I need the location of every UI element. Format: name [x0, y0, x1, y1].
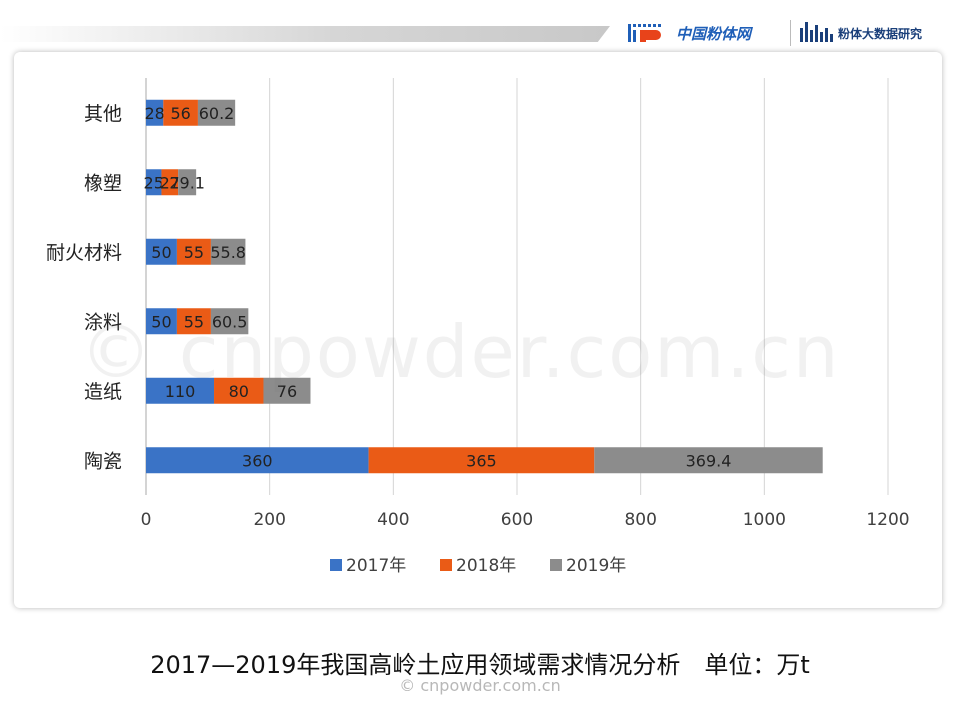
data-label: 50	[151, 312, 171, 331]
watermark-small: © cnpowder.com.cn	[399, 676, 561, 695]
bar-segment	[146, 377, 215, 404]
data-label: 369.4	[686, 451, 732, 470]
data-label: 360	[242, 451, 273, 470]
data-label: 55	[184, 312, 204, 331]
data-label: 60.5	[212, 312, 248, 331]
legend-swatch	[330, 559, 342, 571]
bar-segment	[178, 169, 197, 196]
brand2-label: 粉体大数据研究	[838, 26, 923, 41]
x-tick-label: 600	[501, 510, 533, 530]
category-label: 陶瓷	[84, 450, 122, 472]
bar-segment	[197, 99, 236, 126]
cnpowder-brand[interactable]: 中国粉体网	[628, 18, 751, 48]
cnpowder-logo-icon	[628, 22, 672, 44]
data-label: 50	[151, 243, 171, 262]
bar-segment	[210, 238, 246, 265]
legend-label: 2017年	[346, 556, 406, 576]
bar-segment	[214, 377, 264, 404]
bar-segment	[146, 169, 162, 196]
bar-segment	[210, 308, 249, 335]
data-label: 76	[277, 382, 297, 401]
powder-bigdata-brand[interactable]: 粉体大数据研究	[800, 18, 922, 48]
data-label: 365	[466, 451, 497, 470]
chart-caption: 2017—2019年我国高岭土应用领域需求情况分析 单位：万t	[150, 651, 810, 679]
x-tick-label: 400	[377, 510, 409, 530]
bar-segment	[594, 447, 823, 474]
legend-label: 2018年	[456, 556, 516, 576]
bar-segment	[368, 447, 595, 474]
bar-segment	[176, 238, 211, 265]
legend-swatch	[550, 559, 562, 571]
x-tick-label: 1200	[866, 510, 909, 530]
category-label: 涂料	[84, 311, 122, 333]
brand-divider	[790, 20, 791, 46]
data-label: 55	[184, 243, 204, 262]
data-label: 56	[170, 104, 190, 123]
data-label: 60.2	[199, 104, 235, 123]
brand1-label: 中国粉体网	[676, 24, 752, 43]
bar-segment	[146, 447, 369, 474]
bar-chart-logo-icon	[800, 20, 834, 46]
x-tick-label: 200	[253, 510, 285, 530]
data-label: 27	[160, 173, 180, 192]
bar-segment	[146, 238, 177, 265]
watermark-large: © cnpowder.com.cn	[80, 310, 841, 394]
bar-segment	[146, 99, 164, 126]
legend-swatch	[440, 559, 452, 571]
bar-segment	[163, 99, 198, 126]
data-label: 29.1	[169, 173, 205, 192]
bar-segment	[146, 308, 177, 335]
category-label: 其他	[84, 103, 122, 125]
legend-label: 2019年	[566, 556, 626, 576]
data-label: 55.8	[210, 243, 246, 262]
data-label: 28	[144, 104, 164, 123]
data-label: 110	[165, 382, 196, 401]
x-tick-label: 1000	[743, 510, 786, 530]
bar-segment	[263, 377, 311, 404]
x-tick-label: 0	[141, 510, 152, 530]
category-label: 造纸	[84, 381, 122, 403]
x-tick-label: 800	[624, 510, 656, 530]
category-label: 橡塑	[84, 172, 122, 194]
bar-segment	[176, 308, 211, 335]
header-band	[0, 26, 610, 42]
bar-segment	[161, 169, 179, 196]
data-label: 80	[229, 382, 249, 401]
category-label: 耐火材料	[46, 242, 122, 264]
data-label: 25	[144, 173, 164, 192]
